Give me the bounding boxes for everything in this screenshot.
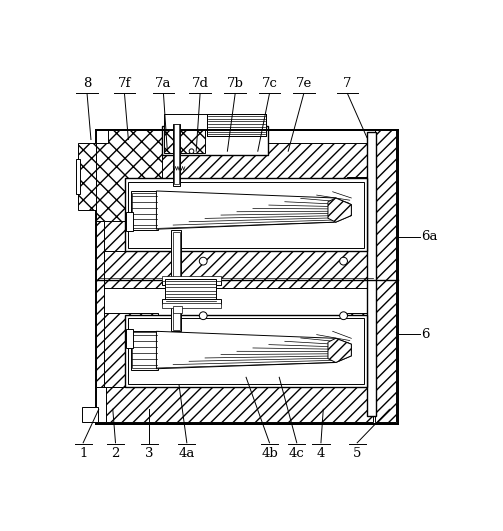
Bar [367,132,376,416]
Bar [162,126,268,155]
Bar [131,330,158,370]
Text: 3: 3 [145,447,153,460]
Polygon shape [328,198,351,222]
Bar [348,313,377,387]
Bar [131,191,158,230]
Bar [173,306,182,313]
Bar [162,299,221,304]
Text: 4b: 4b [261,447,278,460]
Bar [125,315,367,387]
Text: 4a: 4a [179,447,195,460]
Bar [98,387,373,422]
Circle shape [199,312,207,320]
Text: 7a: 7a [155,76,172,90]
Text: 1: 1 [79,447,88,460]
Bar [171,230,182,331]
Polygon shape [328,338,351,363]
Text: 6: 6 [422,328,430,341]
Circle shape [340,257,348,265]
Bar [207,114,266,135]
Text: 7f: 7f [118,76,131,90]
Bar [164,130,205,153]
Bar [132,193,157,228]
Bar [98,176,158,251]
Text: 4c: 4c [289,447,305,460]
Bar [96,387,106,422]
Bar [162,276,221,280]
Bar [348,176,377,251]
Bar [162,280,221,285]
Bar [174,124,179,184]
Polygon shape [156,331,351,369]
Bar [98,251,373,288]
Bar [165,279,216,302]
Bar [98,143,373,178]
Circle shape [199,257,207,265]
Polygon shape [156,191,351,229]
Text: 5: 5 [353,447,361,460]
Bar [96,130,398,424]
Bar [126,212,133,231]
Bar [126,329,133,348]
Bar [173,124,180,186]
Text: 8: 8 [83,76,91,90]
Bar [128,318,364,384]
Text: 4: 4 [317,447,325,460]
Text: 7c: 7c [262,76,278,90]
Bar [173,232,180,330]
Bar [162,303,221,308]
Bar [96,221,104,422]
Bar [207,114,266,135]
Bar [164,114,207,130]
Text: 7b: 7b [227,76,243,90]
Bar [132,332,157,368]
Text: 7e: 7e [296,76,312,90]
Text: 7: 7 [343,76,352,90]
Bar [375,130,396,422]
Text: 2: 2 [111,447,120,460]
Text: 6a: 6a [422,230,438,244]
Bar [96,130,162,221]
Circle shape [189,149,194,153]
Bar [125,178,367,251]
Bar [98,313,158,387]
Bar [78,143,96,210]
Bar [96,130,108,143]
Circle shape [340,312,348,320]
Bar [82,407,98,422]
Bar [76,159,80,194]
Text: 7d: 7d [192,76,209,90]
Bar [128,182,364,248]
